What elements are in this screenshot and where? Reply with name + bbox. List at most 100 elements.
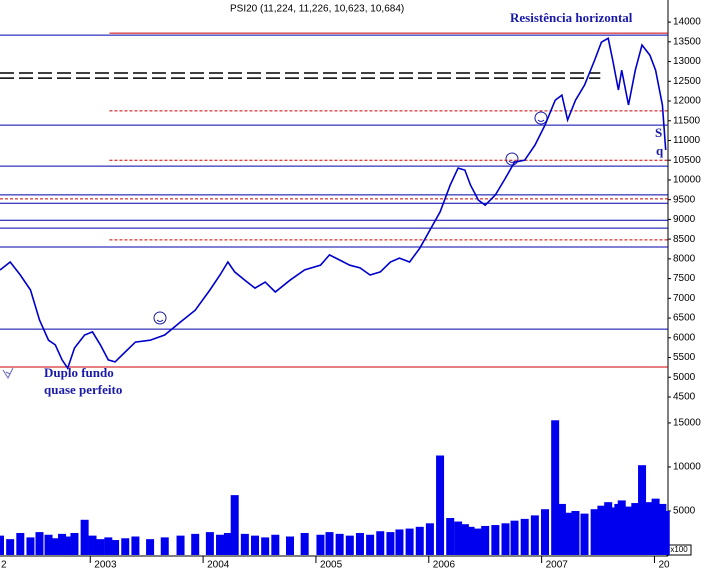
x-tick-label: 2005 xyxy=(320,560,343,570)
volume-bar xyxy=(651,498,660,555)
volume-bar xyxy=(51,538,60,555)
volume-bar xyxy=(580,513,589,555)
annotation: quase perfeito xyxy=(44,382,122,397)
y-tick-label: 7500 xyxy=(673,273,696,284)
volume-bar xyxy=(345,535,354,555)
volume-bar xyxy=(335,533,344,555)
y-tick-label: 9000 xyxy=(673,214,696,225)
volume-bar xyxy=(63,536,72,555)
volume-bar xyxy=(191,533,200,555)
volume-bar xyxy=(436,455,445,555)
x-tick-label: 20 xyxy=(658,560,670,570)
volume-bar xyxy=(454,521,463,555)
volume-bar xyxy=(366,534,375,555)
volume-bar xyxy=(230,495,239,555)
volume-bar xyxy=(121,538,130,555)
x-tick-label: 2003 xyxy=(94,560,117,570)
x-tick-label: 2007 xyxy=(546,560,569,570)
volume-bar xyxy=(316,534,325,555)
volume-bar xyxy=(474,528,483,555)
volume-bar xyxy=(205,532,214,555)
volume-bar xyxy=(376,531,385,555)
x-tick-label: 2006 xyxy=(433,560,456,570)
volume-bar xyxy=(491,525,500,555)
y-tick-label: 13500 xyxy=(673,36,701,47)
y-tick-label: 6000 xyxy=(673,332,696,343)
volume-bar xyxy=(300,532,309,555)
y-tick-label: 15000 xyxy=(673,418,701,429)
y-tick-label: 6500 xyxy=(673,313,696,324)
y-tick-label: 5000 xyxy=(673,506,696,517)
x-tick-label: 2 xyxy=(1,560,7,570)
y-tick-label: 8500 xyxy=(673,234,696,245)
volume-bar xyxy=(481,525,490,555)
volume-bar xyxy=(631,503,640,555)
icon xyxy=(2,367,14,380)
volume-bar xyxy=(216,534,225,555)
x-tick-label: 2004 xyxy=(207,560,230,570)
y-tick-label: 12000 xyxy=(673,96,701,107)
volume-bar xyxy=(460,524,469,555)
annotation: S xyxy=(655,125,662,140)
volume-bar xyxy=(240,533,249,555)
volume-bar xyxy=(645,502,654,555)
volume-bar xyxy=(624,506,633,555)
volume-bar xyxy=(285,536,294,555)
y-tick-label: 4500 xyxy=(673,392,696,403)
volume-bar xyxy=(35,532,44,555)
y-tick-label: 12500 xyxy=(673,76,701,87)
volume-bar xyxy=(111,540,120,555)
volume-bar xyxy=(405,528,414,555)
volume-bar xyxy=(386,532,395,555)
y-tick-label: 5000 xyxy=(673,372,696,383)
y-tick-label: 10000 xyxy=(673,462,701,473)
price-line xyxy=(0,37,667,370)
y-tick-label: 14000 xyxy=(673,17,701,28)
volume-bar xyxy=(251,535,260,555)
volume-bar xyxy=(617,500,626,555)
y-tick-label: 8000 xyxy=(673,254,696,265)
y-tick-label: 11500 xyxy=(673,115,701,126)
volume-bar xyxy=(223,532,232,555)
volume-bar xyxy=(44,534,53,555)
volume-bar xyxy=(88,535,97,555)
chart-title: PSI20 (11,224, 11,226, 10,623, 10,684) xyxy=(230,4,404,15)
volume-bar xyxy=(557,503,566,555)
volume-bar xyxy=(425,523,434,555)
volume-bar xyxy=(590,509,599,555)
volume-bar xyxy=(261,537,270,555)
volume-bar xyxy=(160,537,169,555)
volume-bar xyxy=(146,539,155,555)
annotation: q xyxy=(656,143,664,158)
volume-bar xyxy=(563,512,572,555)
volume-bar xyxy=(551,420,560,555)
volume-bar xyxy=(608,507,617,555)
y-tick-label: 9500 xyxy=(673,194,696,205)
volume-bar xyxy=(58,533,67,555)
y-tick-label: 11000 xyxy=(673,135,701,146)
volume-bar xyxy=(131,536,140,555)
volume-bar xyxy=(26,537,35,555)
y-tick-label: 10500 xyxy=(673,155,701,166)
volume-bar xyxy=(541,509,550,555)
volume-bar xyxy=(510,520,519,555)
y-tick-label: 13000 xyxy=(673,56,701,67)
annotation: Resistência horizontal xyxy=(510,10,633,25)
volume-bar xyxy=(176,535,185,555)
unit-label: x100 xyxy=(670,545,688,554)
volume-bar xyxy=(446,518,455,555)
volume-bar xyxy=(325,532,334,555)
volume-bar xyxy=(501,523,510,555)
volume-bar xyxy=(70,532,79,555)
volume-bar xyxy=(80,519,89,555)
volume-bar xyxy=(395,529,404,555)
volume-bar xyxy=(530,515,539,555)
volume-bar xyxy=(571,510,580,555)
volume-bar xyxy=(0,535,4,555)
volume-bar xyxy=(355,532,364,555)
volume-bar xyxy=(96,539,105,555)
volume-bar xyxy=(638,465,647,555)
smileys xyxy=(153,111,548,325)
volume-bar xyxy=(661,510,670,555)
